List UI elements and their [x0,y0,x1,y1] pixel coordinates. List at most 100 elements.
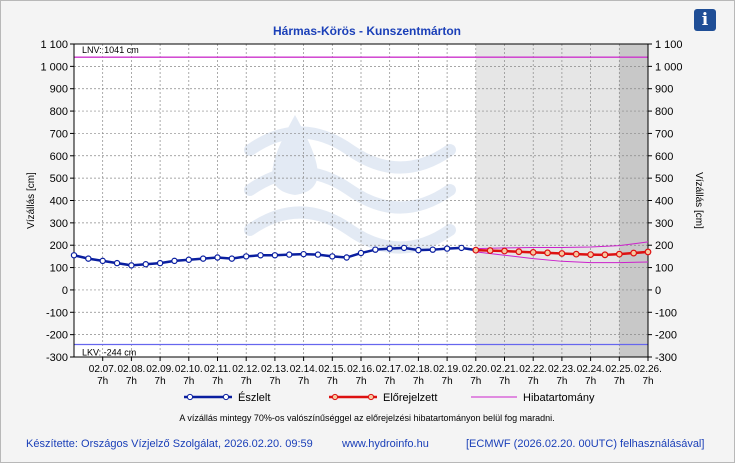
x-tick-label: 02.12. [232,364,260,375]
x-tick-label: 02.17. [376,364,404,375]
x-tick-time-label: 7h [269,376,280,387]
x-tick-label: 02.16. [347,364,375,375]
footer-website-link[interactable]: www.hydroinfo.hu [342,438,429,450]
observed-point [70,252,78,259]
plot-border [73,43,649,358]
x-tick-time-label: 7h [212,376,223,387]
forecast-point [615,250,623,258]
x-tick-time-label: 7h [355,376,366,387]
legend-observed-marker [222,393,230,401]
observed-point [242,253,250,260]
observed-point [386,245,393,252]
y-tick-label-right: -200 [655,330,677,342]
y-tick-label: 900 [50,84,68,96]
x-tick-label: 02.13. [261,364,289,375]
x-tick-time-label: 7h [642,376,653,387]
x-tick-time-label: 7h [384,376,395,387]
y-tick-label: 700 [50,128,68,140]
x-tick-label: 02.11. [204,364,231,375]
y-tick-label-right: 1 100 [655,39,683,51]
legend-forecast-marker [367,393,375,401]
observed-point [372,246,379,253]
x-tick-label: 02.08. [117,364,145,375]
y-tick-label: 600 [50,151,68,163]
y-tick-label: 400 [50,196,68,208]
observed-point [185,256,192,263]
watermark-wave [244,206,456,254]
observed-point [429,246,436,253]
y-tick-label: -100 [46,307,68,319]
forecast-point [601,251,609,259]
y-tick-label-right: -100 [655,307,677,319]
observed-point [113,259,121,267]
x-tick-time-label: 7h [298,376,309,387]
x-tick-time-label: 7h [499,376,510,387]
forecast-point [572,250,580,258]
y-tick-label: 800 [50,106,68,118]
y-tick-label-right: 0 [655,285,661,297]
x-tick-label: 02.14. [290,364,318,375]
x-tick-label: 02.09. [146,364,174,375]
observed-point [443,245,451,252]
legend-forecast-marker [331,393,339,401]
forecast-point [529,248,537,256]
observed-point [257,252,264,259]
observed-point [300,250,307,258]
x-tick-label: 02.25. [605,364,633,375]
observed-point [142,261,149,268]
observed-point [128,262,135,269]
y-tick-label-right: 500 [655,173,673,185]
x-tick-time-label: 7h [442,376,453,387]
y-tick-label: 1 100 [40,39,68,51]
watermark-drop [272,115,318,195]
y-tick-label: 0 [62,285,68,297]
x-tick-label: 02.19. [433,364,461,375]
observed-point [286,251,293,258]
forecast-point [630,249,638,257]
forecast-point [644,248,652,256]
x-tick-label: 02.23. [548,364,576,375]
x-tick-time-label: 7h [413,376,424,387]
info-icon[interactable]: i [694,9,716,31]
x-tick-label: 02.22. [519,364,547,375]
observed-point [415,246,422,254]
forecast-point [515,248,523,256]
x-tick-time-label: 7h [126,376,137,387]
y-tick-label: 100 [50,263,68,275]
x-tick-label: 02.15. [318,364,346,375]
observed-point [99,257,106,265]
watermark-logo [244,115,456,254]
x-tick-label: 02.20. [462,364,490,375]
footer-author: Készítette: Országos Vízjelző Szolgálat,… [26,438,313,450]
x-tick-label: 02.07. [89,364,117,375]
x-tick-time-label: 7h [97,376,108,387]
x-tick-time-label: 7h [556,376,567,387]
watermark-wave [244,166,456,214]
error-band-lower [475,251,649,264]
y-axis-label-left: Vízállás [cm] [26,172,37,229]
legend-observed-marker [186,393,194,401]
observed-point [156,259,164,267]
x-tick-time-label: 7h [614,376,625,387]
x-tick-label: 02.18. [404,364,432,375]
chart-note: A vízállás mintegy 70%-os valószínűségge… [179,413,554,423]
observed-point [343,254,350,261]
x-tick-label: 02.26. [634,364,662,375]
y-tick-label-right: -300 [655,352,677,364]
x-tick-time-label: 7h [183,376,194,387]
x-tick-label: 02.24. [577,364,605,375]
legend-forecast-label: Előrejelzett [383,392,437,404]
forecast-point [486,247,494,254]
y-tick-label: 500 [50,173,68,185]
forecast-point [501,247,508,255]
observed-point [329,253,336,260]
x-tick-time-label: 7h [585,376,596,387]
observed-point [85,255,92,262]
y-tick-label-right: 200 [655,240,673,252]
forecast-point [587,251,594,259]
observed-point [199,255,207,262]
reference-label-lnv: LNV: 1041 cm [82,45,139,55]
observed-point [400,244,408,252]
observed-point [458,244,465,252]
